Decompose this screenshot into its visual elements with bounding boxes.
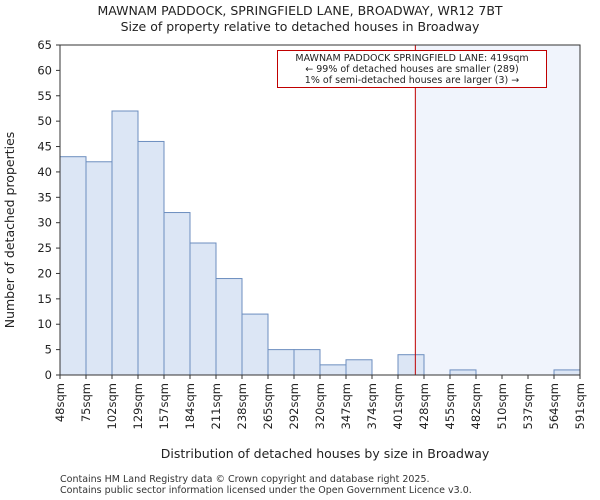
x-tick-label: 401sqm [391,383,405,429]
bar-75sqm [85,161,113,376]
bar-157sqm [163,212,191,376]
y-tick-label: 10 [37,317,52,331]
y-tick-label: 45 [37,140,52,154]
bar-129sqm [137,140,165,376]
bar-48sqm [59,156,87,376]
bar-238sqm [241,313,269,376]
x-tick-label: 374sqm [365,383,379,429]
x-tick-label: 75sqm [79,383,93,422]
x-tick-label: 564sqm [547,383,561,429]
bar-347sqm [345,359,373,376]
chart-title: MAWNAM PADDOCK, SPRINGFIELD LANE, BROADW… [97,3,503,18]
x-tick-label: 482sqm [469,383,483,429]
footer-line-1: Contains HM Land Registry data © Crown c… [60,474,430,485]
bar-265sqm [267,349,295,376]
y-tick-label: 35 [37,190,52,204]
x-tick-label: 211sqm [209,383,223,429]
chart-subtitle: Size of property relative to detached ho… [120,19,480,34]
y-tick-label: 65 [37,38,52,52]
bar-320sqm [319,364,347,376]
footer-line-2: Contains public sector information licen… [60,485,472,496]
y-tick-label: 15 [37,292,52,306]
bar-455sqm [449,369,477,376]
x-tick-label: 591sqm [573,383,587,429]
x-tick-label: 347sqm [339,383,353,429]
x-tick-label: 184sqm [183,383,197,429]
bar-292sqm [293,349,321,376]
x-tick-label: 537sqm [521,383,535,429]
x-tick-label: 265sqm [261,383,275,429]
y-tick-label: 0 [45,368,52,382]
bar-401sqm [397,354,425,376]
annotation-line-3: 1% of semi-detached houses are larger (3… [304,75,520,86]
bar-211sqm [215,278,243,376]
x-tick-label: 510sqm [495,383,509,429]
highlight-region [415,45,580,375]
x-tick-label: 238sqm [235,383,249,429]
y-tick-label: 5 [45,343,52,357]
y-tick-label: 20 [37,266,52,280]
annotation-box: MAWNAM PADDOCK SPRINGFIELD LANE: 419sqm … [277,50,547,88]
y-tick-label: 30 [37,216,52,230]
bar-564sqm [553,369,581,376]
x-tick-label: 292sqm [287,383,301,429]
annotation-line-2: ← 99% of detached houses are smaller (28… [305,64,519,75]
y-tick-label: 55 [37,89,52,103]
x-tick-label: 428sqm [417,383,431,429]
y-tick-label: 40 [37,165,52,179]
bar-184sqm [189,242,217,376]
x-tick-label: 129sqm [131,383,145,429]
bar-102sqm [111,110,139,376]
y-tick-label: 25 [37,241,52,255]
x-axis-label: Distribution of detached houses by size … [161,446,490,461]
x-tick-label: 455sqm [443,383,457,429]
y-tick-label: 60 [37,63,52,77]
x-tick-label: 320sqm [313,383,327,429]
annotation-line-1: MAWNAM PADDOCK SPRINGFIELD LANE: 419sqm [295,53,529,64]
x-tick-label: 157sqm [157,383,171,429]
x-tick-label: 102sqm [105,383,119,429]
x-tick-label: 48sqm [53,383,67,422]
y-tick-label: 50 [37,114,52,128]
y-axis-label: Number of detached properties [2,132,17,329]
